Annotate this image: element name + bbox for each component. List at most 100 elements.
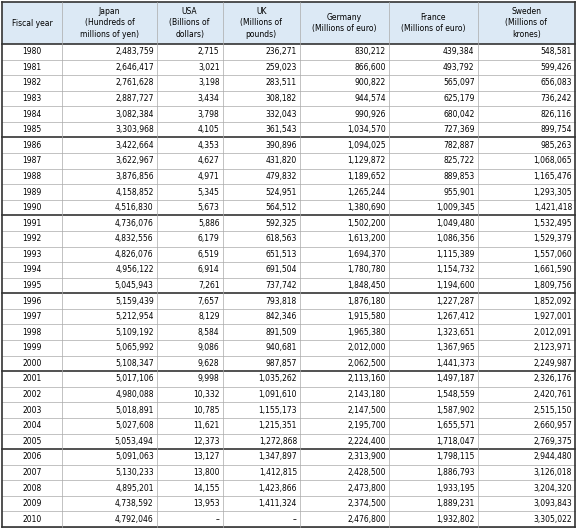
Text: 3,021: 3,021 [198,63,220,72]
Text: France
(Millions of euro): France (Millions of euro) [401,13,466,33]
Text: 990,926: 990,926 [354,110,386,118]
Text: 7,261: 7,261 [198,281,220,290]
Bar [223,75,300,91]
Bar [223,324,300,340]
Bar [478,434,575,449]
Bar [157,91,223,106]
Text: 1,411,324: 1,411,324 [258,499,297,508]
Bar [389,2,478,44]
Text: 1996: 1996 [23,297,42,306]
Bar [62,293,157,309]
Text: 1,532,495: 1,532,495 [533,218,572,227]
Bar [62,91,157,106]
Bar [478,324,575,340]
Text: 2,012,091: 2,012,091 [534,328,572,337]
Text: –: – [293,515,297,524]
Bar [2,340,62,355]
Bar [2,247,62,262]
Bar [223,184,300,200]
Bar [62,215,157,231]
Text: 5,045,943: 5,045,943 [115,281,153,290]
Bar [157,371,223,387]
Bar [300,60,389,75]
Text: 1,780,780: 1,780,780 [347,266,386,275]
Bar [62,449,157,464]
Text: 2,769,375: 2,769,375 [533,437,572,446]
Bar [389,262,478,278]
Bar [2,464,62,480]
Bar [389,200,478,215]
Bar [157,44,223,60]
Bar [478,215,575,231]
Text: 5,109,192: 5,109,192 [115,328,153,337]
Text: 1,215,351: 1,215,351 [258,421,297,430]
Text: 5,017,106: 5,017,106 [115,375,153,384]
Bar [478,200,575,215]
Bar [389,449,478,464]
Text: 3,422,664: 3,422,664 [115,141,153,150]
Text: 3,204,320: 3,204,320 [533,484,572,492]
Bar [478,153,575,169]
Text: 3,305,022: 3,305,022 [533,515,572,524]
Bar [62,464,157,480]
Bar [62,60,157,75]
Bar [478,480,575,496]
Text: 6,914: 6,914 [198,266,220,275]
Text: 830,212: 830,212 [355,47,386,56]
Text: 1,412,815: 1,412,815 [258,468,297,477]
Bar [389,169,478,184]
Text: 1992: 1992 [23,234,42,243]
Bar [62,403,157,418]
Bar [389,418,478,434]
Text: 10,785: 10,785 [193,406,220,415]
Bar [223,122,300,138]
Bar [157,512,223,527]
Bar [2,60,62,75]
Text: 1,380,690: 1,380,690 [347,203,386,212]
Text: Japan
(Hundreds of
millions of yen): Japan (Hundreds of millions of yen) [80,7,139,39]
Text: 3,434: 3,434 [198,94,220,103]
Bar [223,449,300,464]
Bar [223,480,300,496]
Bar [157,418,223,434]
Bar [478,418,575,434]
Bar [2,371,62,387]
Bar [389,231,478,247]
Bar [62,231,157,247]
Text: 1,009,345: 1,009,345 [436,203,475,212]
Text: 1,613,200: 1,613,200 [347,234,386,243]
Text: 1,915,580: 1,915,580 [347,312,386,321]
Text: 4,516,830: 4,516,830 [115,203,153,212]
Bar [157,464,223,480]
Bar [157,434,223,449]
Text: 2,195,700: 2,195,700 [347,421,386,430]
Bar [223,247,300,262]
Text: 12,373: 12,373 [193,437,220,446]
Bar [300,138,389,153]
Text: 5,673: 5,673 [198,203,220,212]
Bar [2,434,62,449]
Bar [157,340,223,355]
Bar [223,371,300,387]
Text: 3,198: 3,198 [198,78,220,87]
Bar [300,106,389,122]
Bar [300,262,389,278]
Text: 361,543: 361,543 [265,125,297,134]
Text: 1,091,610: 1,091,610 [258,390,297,399]
Text: 2,420,761: 2,420,761 [534,390,572,399]
Text: 1994: 1994 [23,266,42,275]
Bar [157,231,223,247]
Text: 1981: 1981 [23,63,42,72]
Text: 2,012,000: 2,012,000 [347,343,386,352]
Bar [223,200,300,215]
Bar [478,247,575,262]
Bar [389,496,478,512]
Text: 2004: 2004 [23,421,42,430]
Bar [62,200,157,215]
Text: 479,832: 479,832 [265,172,297,181]
Text: 727,369: 727,369 [443,125,475,134]
Bar [2,355,62,371]
Bar [2,91,62,106]
Text: 2005: 2005 [23,437,42,446]
Text: 1,227,287: 1,227,287 [436,297,475,306]
